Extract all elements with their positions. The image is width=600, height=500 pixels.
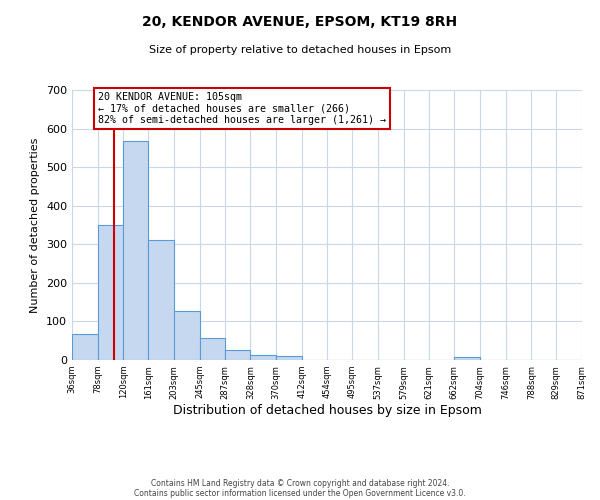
Bar <box>276 356 302 360</box>
Bar <box>454 357 480 360</box>
Bar <box>124 142 148 360</box>
Bar <box>200 338 226 360</box>
Text: 20 KENDOR AVENUE: 105sqm
← 17% of detached houses are smaller (266)
82% of semi-: 20 KENDOR AVENUE: 105sqm ← 17% of detach… <box>98 92 386 125</box>
Bar <box>250 354 276 360</box>
Bar <box>174 310 200 360</box>
Text: Size of property relative to detached houses in Epsom: Size of property relative to detached ho… <box>149 45 451 55</box>
Text: Contains HM Land Registry data © Crown copyright and database right 2024.: Contains HM Land Registry data © Crown c… <box>151 478 449 488</box>
Bar <box>72 334 98 360</box>
Bar <box>226 350 250 360</box>
X-axis label: Distribution of detached houses by size in Epsom: Distribution of detached houses by size … <box>173 404 481 417</box>
Text: Contains public sector information licensed under the Open Government Licence v3: Contains public sector information licen… <box>134 488 466 498</box>
Bar <box>98 224 124 360</box>
Bar <box>148 240 174 360</box>
Y-axis label: Number of detached properties: Number of detached properties <box>31 138 40 312</box>
Text: 20, KENDOR AVENUE, EPSOM, KT19 8RH: 20, KENDOR AVENUE, EPSOM, KT19 8RH <box>142 15 458 29</box>
